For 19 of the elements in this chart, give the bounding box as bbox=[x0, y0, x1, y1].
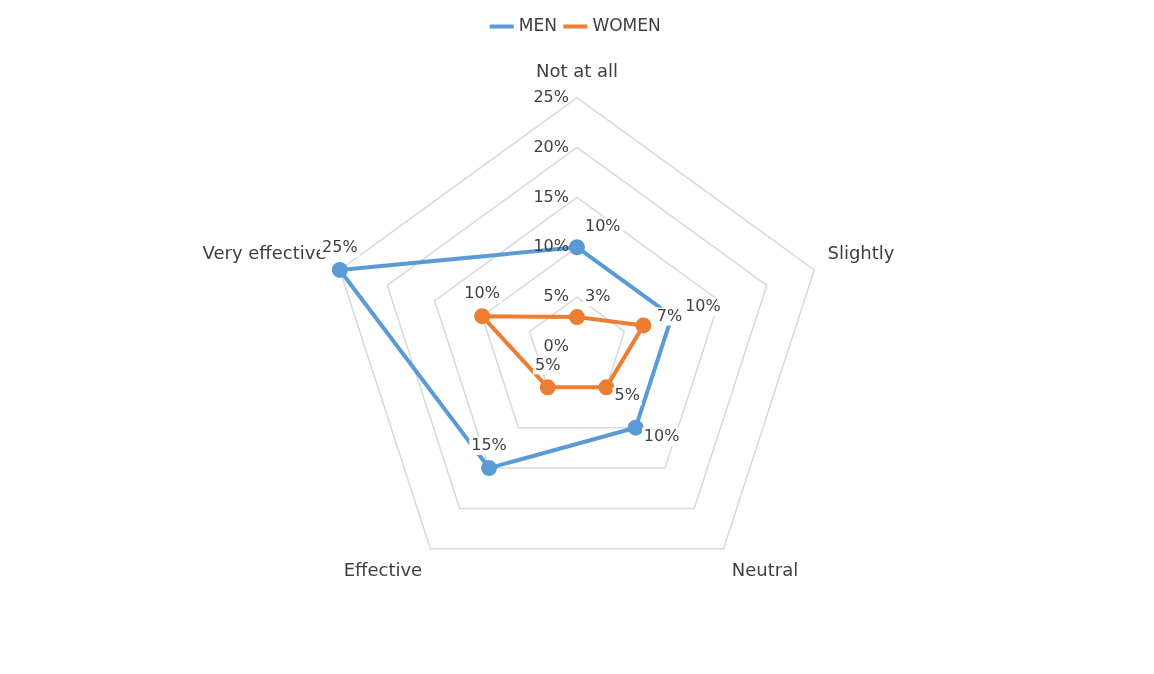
data-label: 3% bbox=[585, 286, 611, 306]
y-tick-label: 25% bbox=[533, 86, 569, 106]
data-label: 10% bbox=[685, 296, 721, 316]
spoke-label: Effective bbox=[343, 558, 423, 580]
data-label: 15% bbox=[471, 435, 507, 455]
data-label: 5% bbox=[614, 385, 640, 405]
spoke-label: Slightly bbox=[827, 242, 895, 264]
y-tick-label: 0% bbox=[543, 336, 569, 356]
legend-label: MEN bbox=[518, 14, 557, 35]
data-label: 7% bbox=[656, 305, 683, 325]
data-label: 10% bbox=[464, 283, 500, 303]
y-tick-label: 5% bbox=[543, 286, 569, 306]
y-tick-label: 20% bbox=[533, 136, 569, 156]
y-tick-label: 15% bbox=[533, 186, 569, 206]
legend-label: WOMEN bbox=[592, 14, 661, 35]
data-label: 10% bbox=[585, 216, 621, 236]
spoke-label: Not at all bbox=[535, 60, 619, 82]
spoke-label: Neutral bbox=[731, 558, 799, 580]
data-label: 10% bbox=[643, 425, 680, 445]
